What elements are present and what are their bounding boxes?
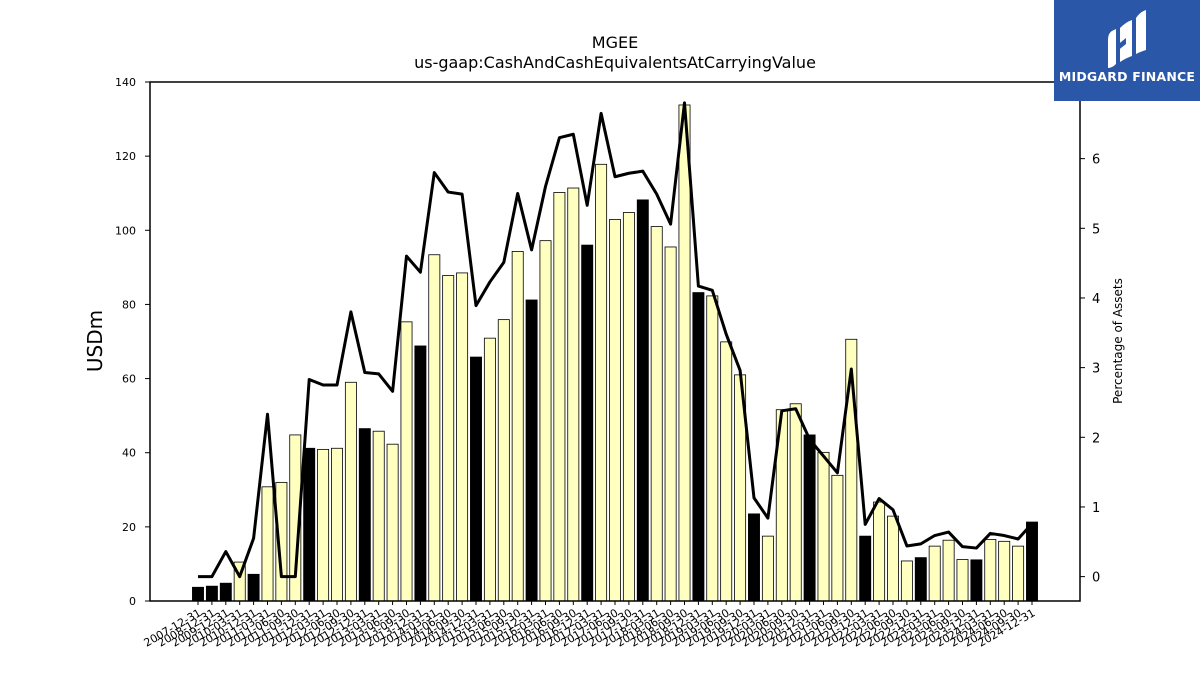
- bar-2023-12-31: [970, 559, 983, 602]
- y-tick-label: 100: [115, 224, 136, 237]
- bar-2019-12-31: [748, 513, 760, 602]
- bar-2016-12-31: [581, 244, 594, 602]
- bar-2013-06-30: [386, 443, 399, 602]
- line-layer: [198, 101, 1034, 579]
- bar-2012-03-31: [317, 448, 330, 602]
- bar-2024-09-30: [1012, 545, 1025, 602]
- bar-2024-06-30: [998, 540, 1011, 602]
- y2-tick-label: 4: [1092, 292, 1100, 307]
- bar-2015-03-31: [483, 337, 496, 602]
- y-tick-label: 0: [129, 595, 136, 608]
- bar-2018-09-30: [678, 104, 691, 602]
- y-tick-label: 40: [122, 447, 136, 460]
- bar-2013-03-31: [372, 430, 385, 602]
- bar-2014-03-31: [428, 254, 441, 602]
- y-axis-label: USDm: [83, 310, 107, 372]
- bar-2009-12-31: [219, 582, 232, 602]
- bar-2011-12-31: [303, 447, 316, 602]
- bar-2007-12-31: [192, 586, 204, 602]
- y-tick-label: 80: [122, 298, 136, 311]
- bar-2011-03-31: [261, 486, 274, 602]
- bar-2021-03-31: [817, 451, 830, 602]
- bar-2016-06-30: [553, 192, 566, 602]
- bar-2008-12-31: [205, 585, 218, 602]
- bar-2020-03-31: [761, 535, 774, 602]
- y2-axis-label: Percentage of Assets: [1111, 278, 1125, 404]
- y-tick-label: 60: [122, 373, 136, 386]
- bar-2014-09-30: [456, 272, 469, 602]
- bar-2016-03-31: [539, 240, 552, 602]
- bar-2024-12-31: [1026, 521, 1038, 602]
- bar-2024-03-31: [984, 539, 997, 602]
- bar-2016-09-30: [567, 187, 580, 602]
- chart-subtitle: us-gaap:CashAndCashEquivalentsAtCarrying…: [414, 53, 816, 72]
- bar-group: [192, 104, 1038, 602]
- bar-2012-12-31: [358, 428, 371, 602]
- y2-tick-label: 6: [1092, 153, 1100, 168]
- bar-2020-12-31: [803, 434, 816, 602]
- bar-2023-03-31: [928, 545, 941, 602]
- bar-2022-06-30: [887, 515, 899, 602]
- bar-2013-12-31: [414, 345, 427, 602]
- bar-2017-03-31: [595, 163, 608, 602]
- chart-title: MGEE: [592, 33, 638, 52]
- bar-2023-09-30: [956, 559, 969, 602]
- y2-tick-label: 5: [1092, 222, 1100, 237]
- bar-2022-09-30: [900, 560, 913, 602]
- bar-2015-09-30: [511, 251, 524, 602]
- bar-2014-12-31: [470, 356, 482, 602]
- bar-2018-06-30: [664, 246, 677, 602]
- bar-2017-12-31: [636, 199, 649, 602]
- axes: 02040608010012014001234562007-12-312008-…: [115, 76, 1100, 650]
- logo-text: MIDGARD FINANCE: [1058, 69, 1196, 84]
- bar-2023-06-30: [942, 539, 955, 602]
- bar-2019-06-30: [720, 341, 733, 602]
- bar-2017-06-30: [609, 219, 621, 602]
- y-tick-label: 140: [115, 76, 136, 89]
- bar-2022-12-31: [914, 557, 927, 602]
- bar-2010-12-31: [247, 573, 260, 602]
- bar-2018-03-31: [650, 226, 663, 602]
- bar-2022-03-31: [873, 501, 886, 602]
- bar-2014-06-30: [442, 275, 455, 602]
- bar-2018-12-31: [692, 292, 705, 602]
- bar-2021-12-31: [859, 535, 872, 602]
- bar-2013-09-30: [400, 321, 413, 602]
- y-tick-label: 120: [115, 150, 136, 163]
- y2-tick-label: 0: [1092, 571, 1100, 586]
- y2-tick-label: 2: [1092, 431, 1100, 446]
- bar-2019-03-31: [706, 295, 719, 602]
- bar-2012-06-30: [331, 447, 343, 602]
- bar-2017-09-30: [622, 212, 635, 602]
- bar-2015-06-30: [497, 319, 510, 602]
- midgard-logo-icon: [1108, 10, 1146, 68]
- y2-tick-label: 1: [1092, 501, 1100, 516]
- y-tick-label: 20: [122, 521, 136, 534]
- bar-2020-09-30: [789, 403, 802, 602]
- percentage-line: [198, 101, 1034, 579]
- logo: MIDGARD FINANCE: [1054, 0, 1200, 101]
- bar-2015-12-31: [525, 299, 538, 602]
- bar-2012-09-30: [344, 381, 357, 602]
- y2-tick-label: 3: [1092, 362, 1100, 377]
- bar-2021-06-30: [831, 474, 844, 602]
